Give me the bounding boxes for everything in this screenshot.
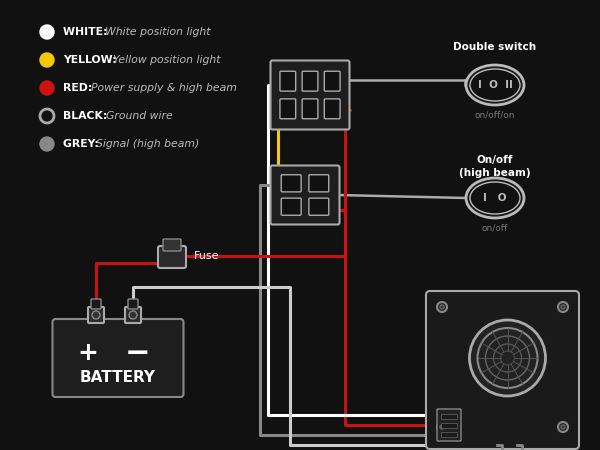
Circle shape [558,302,568,312]
FancyBboxPatch shape [158,246,186,268]
Text: WHITE:: WHITE: [63,27,111,37]
Ellipse shape [466,65,524,105]
Circle shape [561,305,565,309]
FancyBboxPatch shape [426,291,579,449]
Text: Yellow position light: Yellow position light [113,55,221,65]
Text: +: + [77,341,98,365]
Bar [441,414,457,419]
FancyBboxPatch shape [91,299,101,309]
Circle shape [470,320,545,396]
Text: I  O  II: I O II [478,80,512,90]
Circle shape [558,422,568,432]
Circle shape [440,305,444,309]
Circle shape [437,422,447,432]
FancyBboxPatch shape [163,239,181,251]
Ellipse shape [470,69,520,101]
FancyBboxPatch shape [309,175,329,192]
Text: BLACK:: BLACK: [63,111,111,121]
FancyBboxPatch shape [325,71,340,91]
Circle shape [129,311,137,319]
Text: on/off: on/off [482,224,508,233]
FancyBboxPatch shape [302,99,318,119]
Text: White position light: White position light [105,27,211,37]
Circle shape [92,311,100,319]
Text: Power supply & high beam: Power supply & high beam [91,83,237,93]
FancyBboxPatch shape [280,71,296,91]
FancyBboxPatch shape [88,307,104,323]
Text: GREY:: GREY: [63,139,103,149]
Circle shape [40,137,54,151]
FancyBboxPatch shape [271,60,349,130]
Text: −: − [125,338,151,368]
Bar [441,432,457,437]
FancyBboxPatch shape [325,99,340,119]
Text: Ground wire: Ground wire [106,111,173,121]
Ellipse shape [466,178,524,218]
Circle shape [437,302,447,312]
Text: BATTERY: BATTERY [80,370,156,386]
Circle shape [561,425,565,429]
Text: Signal (high beam): Signal (high beam) [96,139,199,149]
FancyBboxPatch shape [281,198,301,215]
Circle shape [40,53,54,67]
Text: Double switch: Double switch [454,42,536,52]
FancyBboxPatch shape [280,99,296,119]
Text: on/off/on: on/off/on [475,111,515,120]
Circle shape [40,25,54,39]
Circle shape [440,425,444,429]
FancyBboxPatch shape [271,166,340,225]
FancyBboxPatch shape [302,71,318,91]
FancyBboxPatch shape [281,175,301,192]
FancyBboxPatch shape [128,299,138,309]
FancyBboxPatch shape [309,198,329,215]
Text: On/off: On/off [477,155,513,165]
Text: (high beam): (high beam) [459,168,531,178]
Text: YELLOW:: YELLOW: [63,55,121,65]
FancyBboxPatch shape [125,307,141,323]
Text: RED:: RED: [63,83,96,93]
Ellipse shape [470,182,520,214]
Circle shape [40,81,54,95]
Bar [441,423,457,428]
FancyBboxPatch shape [437,409,461,441]
Text: Fuse: Fuse [194,251,220,261]
FancyBboxPatch shape [53,319,184,397]
Text: I   O: I O [483,193,507,203]
